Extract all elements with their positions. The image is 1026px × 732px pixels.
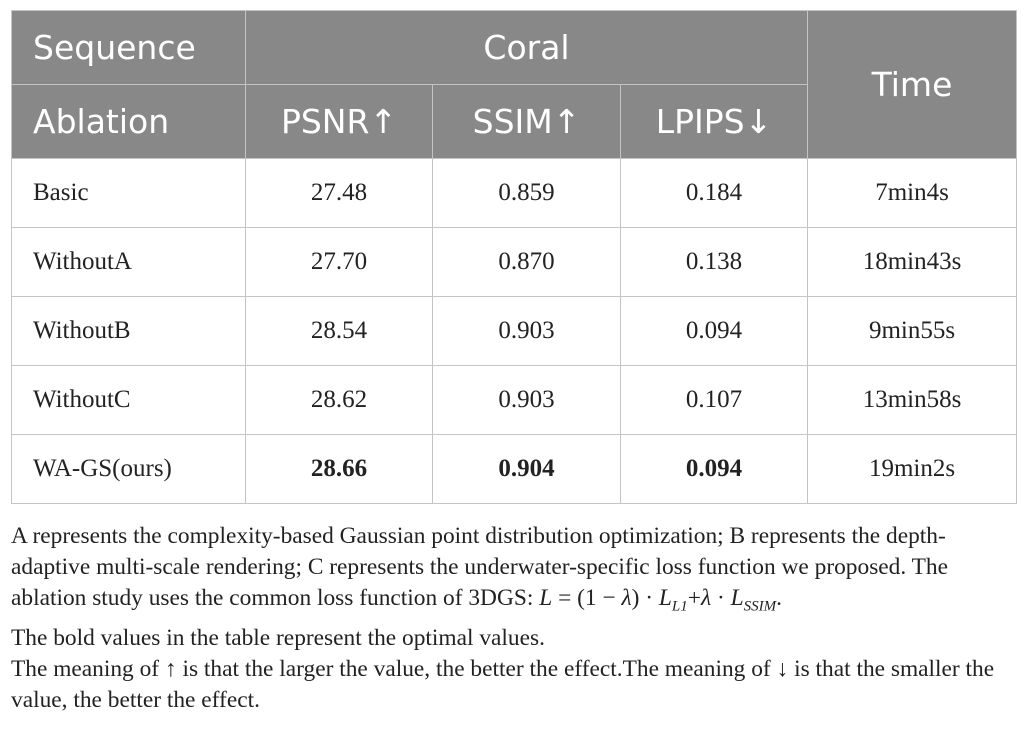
footnote-abbreviations-text: A represents the complexity-based Gaussi… [11, 523, 949, 611]
header-row-2: Ablation PSNR↑ SSIM↑ LPIPS↓ [11, 84, 1017, 159]
lpips-cell: 0.107 [619, 365, 809, 435]
ssim-cell-best: 0.904 [432, 434, 621, 504]
ssim-cell: 0.903 [432, 296, 621, 366]
eq-symbol-l: L [658, 585, 672, 611]
eq-part: = (1 − [552, 585, 622, 611]
table-row: WithoutB 28.54 0.903 0.094 9min55s [11, 296, 1018, 366]
eq-symbol-l: L [730, 585, 744, 611]
psnr-cell: 27.48 [245, 158, 433, 228]
row-name: Basic [11, 158, 246, 228]
psnr-cell: 27.70 [245, 227, 433, 297]
row-name: WithoutB [11, 296, 246, 366]
eq-part: . [776, 585, 782, 611]
time-cell: 7min4s [807, 158, 1018, 228]
eq-part: · [711, 585, 731, 611]
psnr-cell: 28.62 [245, 365, 433, 435]
time-cell: 13min58s [807, 365, 1018, 435]
lpips-cell: 0.138 [619, 227, 809, 297]
lpips-cell: 0.094 [619, 296, 809, 366]
ssim-cell: 0.859 [432, 158, 621, 228]
time-cell: 9min55s [807, 296, 1018, 366]
table-row: WA-GS(ours) 28.66 0.904 0.094 19min2s [11, 434, 1018, 504]
psnr-cell: 28.54 [245, 296, 433, 366]
time-header: Time [807, 10, 1018, 159]
ssim-cell: 0.870 [432, 227, 621, 297]
sequence-header: Sequence [11, 10, 246, 85]
ablation-table: Sequence Coral Time Ablation PSNR↑ SSIM↑… [11, 10, 1018, 504]
eq-part: ) · [631, 585, 659, 611]
lpips-cell: 0.184 [619, 158, 809, 228]
header-row-1: Sequence Coral Time [11, 10, 1018, 159]
table-footnotes: A represents the complexity-based Gaussi… [11, 521, 1016, 716]
row-name: WithoutC [11, 365, 246, 435]
ssim-cell: 0.903 [432, 365, 621, 435]
ssim-header: SSIM↑ [432, 84, 621, 159]
table-row: WithoutA 27.70 0.870 0.138 18min43s [11, 227, 1018, 297]
eq-symbol-lambda: λ [621, 585, 632, 611]
row-name: WA-GS(ours) [11, 434, 246, 504]
time-cell: 18min43s [807, 227, 1018, 297]
table-row: Basic 27.48 0.859 0.184 7min4s [11, 158, 1018, 228]
footnote-bold: The bold values in the table represent t… [11, 624, 545, 651]
footnote-abbreviations: A represents the complexity-based Gaussi… [11, 521, 1016, 623]
lpips-header: LPIPS↓ [619, 84, 809, 159]
table-row: WithoutC 28.62 0.903 0.107 13min58s [11, 365, 1018, 435]
eq-subscript: L1 [671, 598, 688, 615]
time-cell: 19min2s [807, 434, 1018, 504]
eq-part: + [687, 585, 701, 611]
lpips-cell-best: 0.094 [619, 434, 809, 504]
row-name: WithoutA [11, 227, 246, 297]
eq-symbol-lambda: λ [700, 585, 712, 611]
footnote-arrows: The meaning of ↑ is that the larger the … [11, 655, 995, 713]
eq-subscript: SSIM [743, 598, 777, 615]
ablation-header: Ablation [11, 84, 246, 159]
coral-group-header: Coral [244, 10, 809, 85]
psnr-cell-best: 28.66 [245, 434, 433, 504]
psnr-header: PSNR↑ [245, 84, 433, 159]
loss-equation: L = (1 − λ) · LL1+λ · LSSIM. [539, 585, 782, 615]
eq-symbol-l: L [539, 585, 553, 611]
